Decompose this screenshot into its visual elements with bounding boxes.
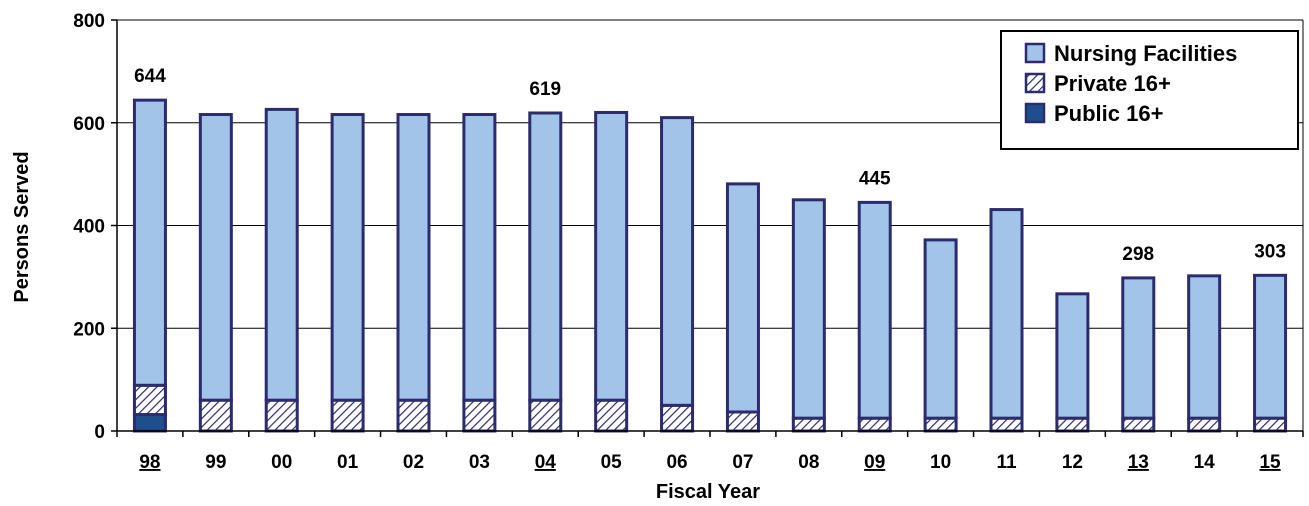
x-tick-label-13: 13 xyxy=(1128,452,1149,473)
total-label-98: 644 xyxy=(134,66,166,87)
bar-private-16--10 xyxy=(923,416,958,433)
bar-nursing-facilities-02 xyxy=(396,113,431,402)
bar-nursing-facilities-98 xyxy=(132,98,167,387)
bar-private-16--08 xyxy=(791,416,826,433)
data-labels: 644 619 445 298 303 xyxy=(134,66,1286,265)
bar-nursing-facilities-04 xyxy=(528,111,563,402)
legend-swatch-public-16- xyxy=(1024,102,1046,124)
bar-private-16--99 xyxy=(198,398,233,433)
x-tick-label-07: 07 xyxy=(732,452,753,473)
x-tick-label-01: 01 xyxy=(337,452,359,473)
total-label-04: 619 xyxy=(529,79,561,100)
bar-private-16--02 xyxy=(396,398,431,433)
total-label-15: 303 xyxy=(1254,241,1286,262)
bar-nursing-facilities-12 xyxy=(1055,292,1090,420)
y-axis-title: Persons Served xyxy=(11,151,33,302)
bar-nursing-facilities-07 xyxy=(725,182,760,414)
bar-private-16--09 xyxy=(857,416,892,433)
x-tick-label-06: 06 xyxy=(666,452,687,473)
bar-nursing-facilities-99 xyxy=(198,113,233,402)
y-tick-label: 0 xyxy=(94,422,105,443)
legend: Nursing Facilities Private 16+ Public 16+ xyxy=(1000,30,1299,150)
x-tick-label-98: 98 xyxy=(139,452,160,473)
x-tick-label-11: 11 xyxy=(996,452,1017,473)
x-tick-label-03: 03 xyxy=(469,452,490,473)
bar-private-16--03 xyxy=(462,398,497,433)
x-tick-label-14: 14 xyxy=(1194,452,1216,473)
bar-private-16--06 xyxy=(660,403,695,433)
x-tick-label-09: 09 xyxy=(864,452,885,473)
bar-private-16--13 xyxy=(1121,416,1156,433)
legend-box xyxy=(1000,30,1299,150)
legend-label-nursing-facilities: Nursing Facilities xyxy=(1054,41,1237,66)
y-tick-label: 600 xyxy=(73,114,105,135)
bars xyxy=(132,98,1288,433)
bar-private-16--07 xyxy=(725,410,760,433)
bar-private-16--12 xyxy=(1055,416,1090,433)
bar-private-16--14 xyxy=(1187,416,1222,433)
bar-nursing-facilities-08 xyxy=(791,198,826,420)
y-tick-label: 400 xyxy=(73,217,105,238)
bar-nursing-facilities-06 xyxy=(660,116,695,407)
legend-label-private-16-: Private 16+ xyxy=(1054,71,1171,96)
x-axis-title: Fiscal Year xyxy=(656,481,760,503)
legend-swatch-private-16- xyxy=(1024,72,1046,94)
bar-private-16--04 xyxy=(528,398,563,433)
bar-public-16--98 xyxy=(132,413,167,433)
bar-nursing-facilities-14 xyxy=(1187,274,1222,420)
bar-nursing-facilities-03 xyxy=(462,113,497,402)
y-tick-label: 200 xyxy=(73,319,105,340)
bar-nursing-facilities-10 xyxy=(923,238,958,420)
bar-nursing-facilities-05 xyxy=(594,110,629,402)
x-tick-label-99: 99 xyxy=(205,452,226,473)
bar-private-16--98 xyxy=(132,383,167,417)
bar-nursing-facilities-11 xyxy=(989,208,1024,420)
y-tick-label: 800 xyxy=(73,11,105,32)
bar-private-16--00 xyxy=(264,398,299,433)
bar-nursing-facilities-13 xyxy=(1121,276,1156,420)
bar-private-16--11 xyxy=(989,416,1024,433)
legend-swatch-nursing-facilities xyxy=(1024,42,1046,64)
legend-label-public-16-: Public 16+ xyxy=(1054,101,1163,126)
x-tick-label-00: 00 xyxy=(271,452,292,473)
bar-private-16--05 xyxy=(594,398,629,433)
bar-nursing-facilities-01 xyxy=(330,113,365,402)
bar-nursing-facilities-00 xyxy=(264,107,299,402)
total-label-09: 445 xyxy=(859,168,891,189)
x-tick-label-15: 15 xyxy=(1259,452,1281,473)
bar-private-16--01 xyxy=(330,398,365,433)
axes: 0 200 400 600 800 98 99 00 01 02 03 04 05 06 07 08 09 10 1… xyxy=(73,11,1304,473)
total-label-13: 298 xyxy=(1122,244,1154,265)
bar-nursing-facilities-09 xyxy=(857,200,892,420)
bar-nursing-facilities-15 xyxy=(1253,273,1288,420)
bar-private-16--15 xyxy=(1253,416,1288,433)
x-tick-label-02: 02 xyxy=(403,452,424,473)
x-tick-label-04: 04 xyxy=(535,452,557,473)
x-tick-label-12: 12 xyxy=(1062,452,1083,473)
x-tick-label-05: 05 xyxy=(601,452,623,473)
x-tick-label-10: 10 xyxy=(930,452,951,473)
x-tick-label-08: 08 xyxy=(798,452,819,473)
